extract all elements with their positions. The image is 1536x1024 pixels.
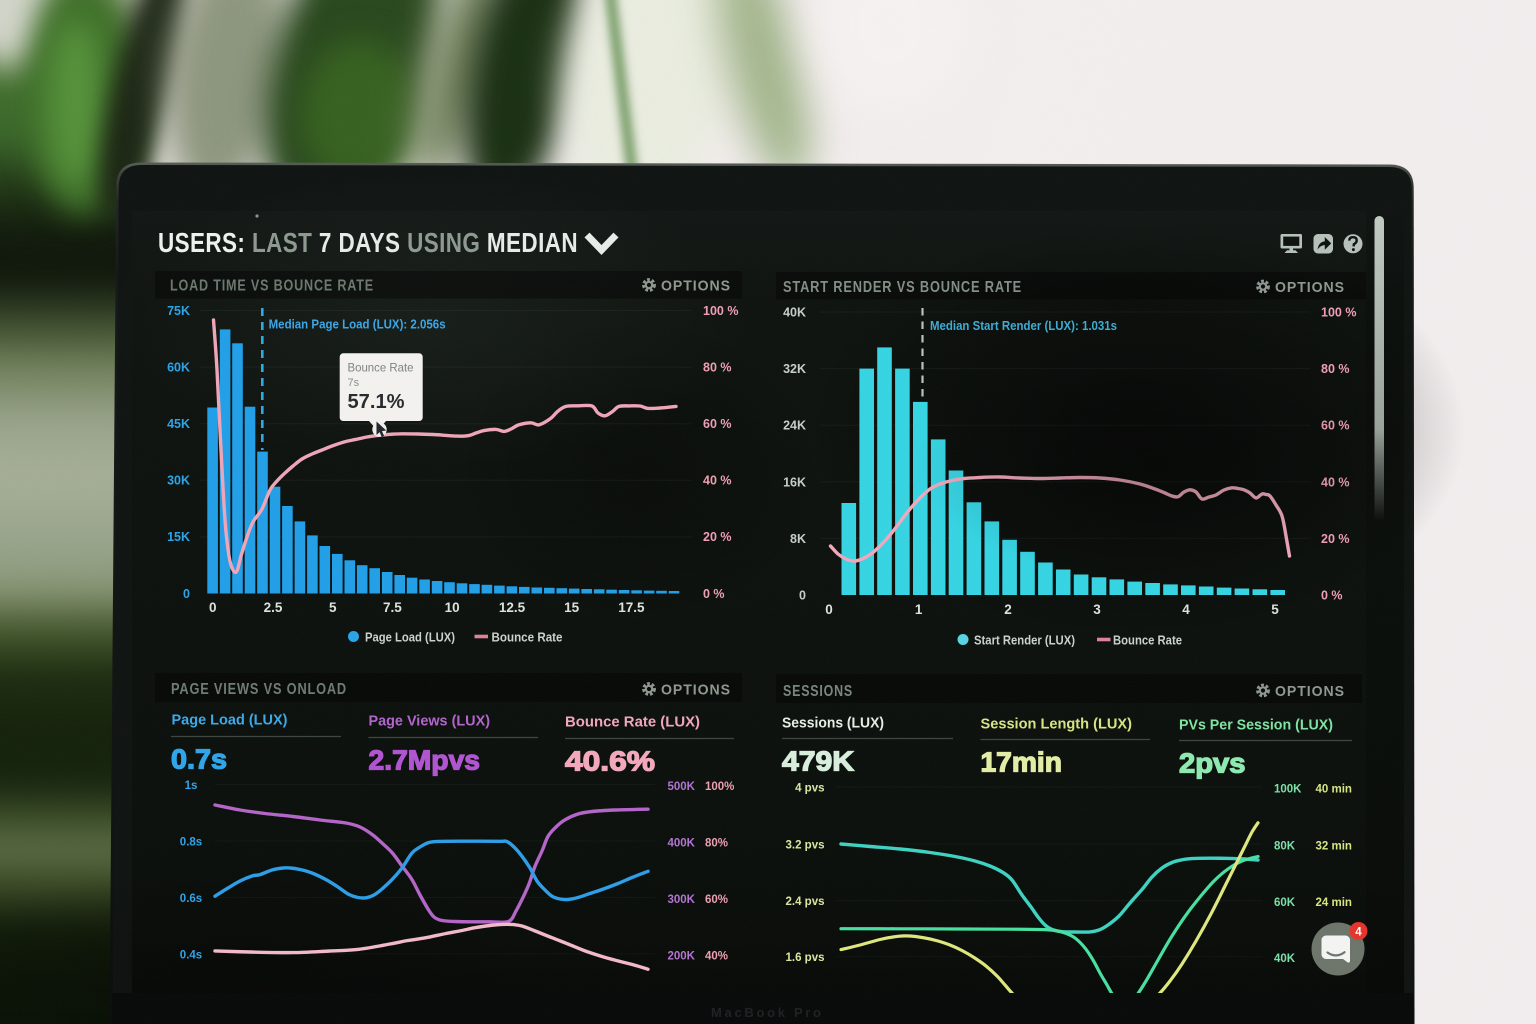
svg-text:MacBook Pro: MacBook Pro: [711, 1005, 823, 1020]
